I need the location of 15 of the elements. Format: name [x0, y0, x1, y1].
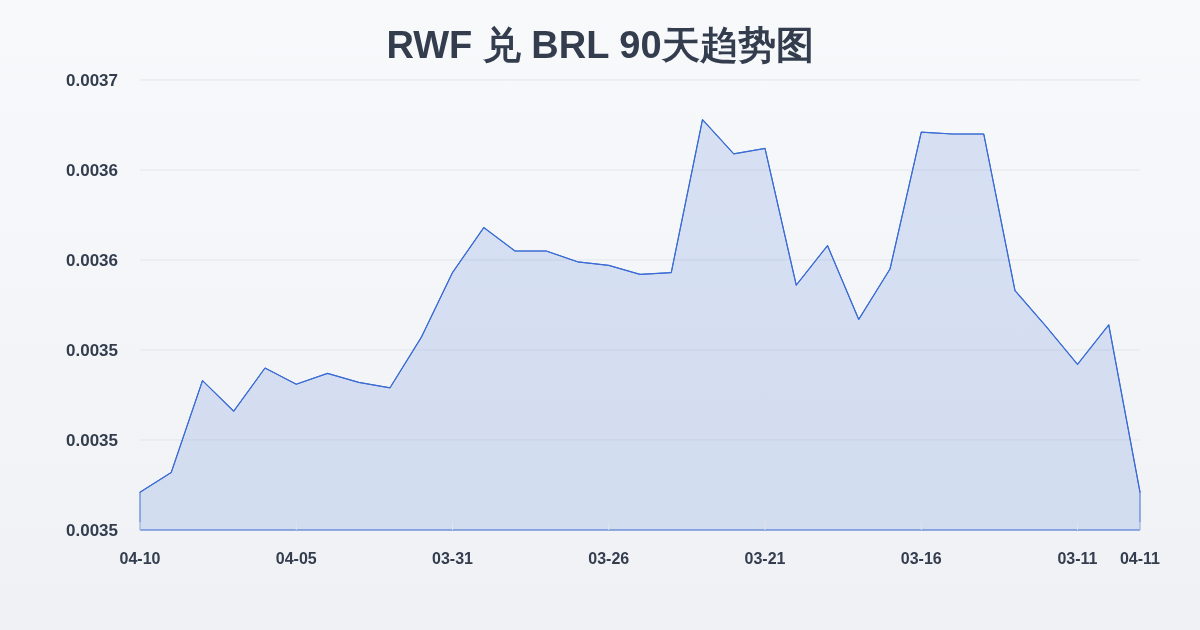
- x-tick-label: 03-31: [432, 549, 474, 567]
- chart-title: RWF 兑 BRL 90天趋势图: [386, 24, 814, 66]
- x-tick-label: 03-11: [1057, 549, 1098, 567]
- y-tick-label: 0.0037: [66, 70, 118, 90]
- x-tick-label: 03-26: [588, 549, 630, 567]
- x-tick-label: 04-11: [1119, 549, 1161, 567]
- y-tick-label: 0.0036: [66, 250, 118, 270]
- x-tick-label: 04-05: [275, 549, 317, 567]
- x-tick-label: 03-16: [900, 549, 942, 567]
- y-tick-label: 0.0036: [66, 160, 118, 180]
- y-tick-label: 0.0035: [66, 520, 118, 540]
- y-tick-label: 0.0035: [66, 430, 118, 450]
- x-tick-label: 03-21: [744, 549, 786, 567]
- x-tick-label: 04-10: [119, 549, 161, 567]
- y-tick-label: 0.0035: [66, 340, 118, 360]
